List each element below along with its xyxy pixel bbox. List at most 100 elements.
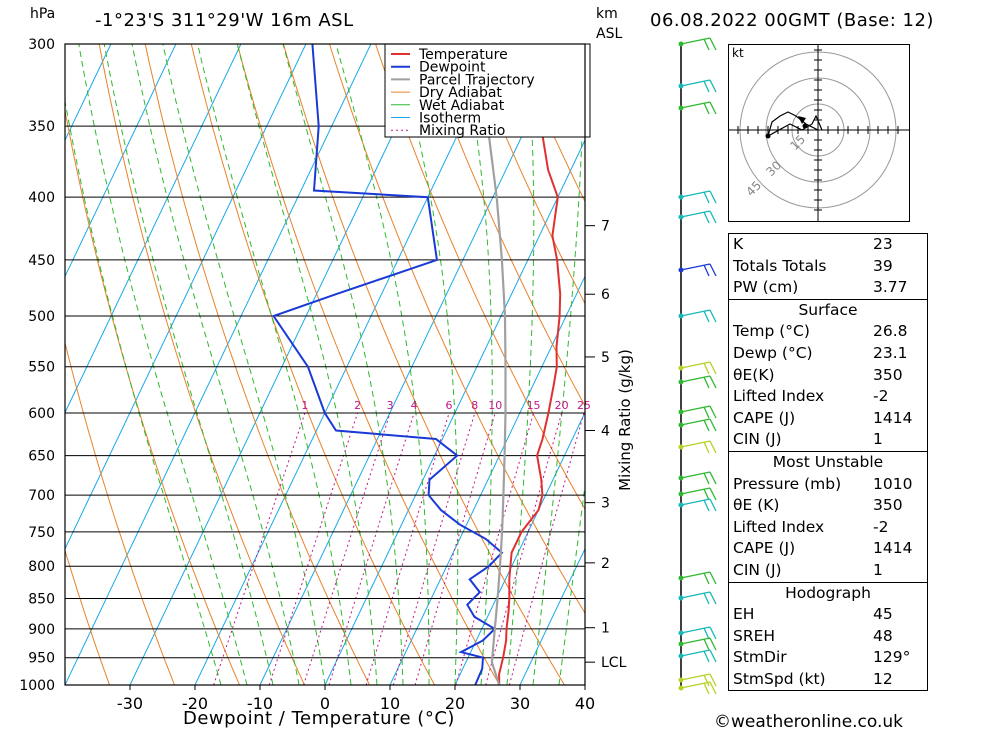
index-value: 129° [873,648,911,667]
pressure-tick-label: 550 [28,360,55,376]
mixing-ratio-label: 15 [527,399,541,412]
index-label: EH [733,605,755,624]
wind-barb [680,405,717,419]
legend-entry: Parcel Trajectory [419,72,535,88]
height-tick-label: 3 [601,496,610,512]
mixing-ratio-label: 3 [387,399,394,412]
hodograph-storm-motion-arrow [798,116,806,124]
wind-barb [680,79,717,93]
x-tick-label: -20 [182,694,208,713]
mixing-ratio-axis-label: Mixing Ratio (g/kg) [616,349,634,491]
index-row-pw: PW (cm) 3.77 [729,277,927,299]
mixing-ratio-label: 20 [555,399,569,412]
index-row-mu-pressure: Pressure (mb) 1010 [729,474,927,496]
pressure-tick-label: 350 [28,119,55,135]
index-row-mu-cin: CIN (J) 1 [729,560,927,582]
wet-adiabat-line [197,44,352,685]
index-label: Lifted Index [733,517,825,536]
wet-adiabat-line [395,44,459,685]
x-tick-label: 30 [510,694,530,713]
isotherm-line [65,44,242,414]
index-row-surface-cin: CIN (J) 1 [729,429,927,451]
x-tick-label: -30 [117,694,143,713]
legend-box [384,43,591,138]
pressure-tick-label: 400 [28,190,55,206]
legend-entry: Wet Adiabat [419,98,505,114]
index-value: 39 [873,256,893,275]
index-value: -2 [873,517,889,536]
hodograph-storm-point [765,133,771,139]
index-row-stmspd: StmSpd (kt) 12 [729,669,927,691]
pressure-tick-label: 950 [28,651,55,667]
section-hodograph-title: Hodograph [729,581,927,605]
isotherm-line [65,44,372,685]
dry-adiabat-line [421,44,585,407]
x-tick-label: 0 [320,694,330,713]
index-value: 1 [873,560,883,579]
height-tick-label: 4 [601,423,610,439]
height-tick-label: 7 [601,219,610,235]
index-label: θE (K) [733,496,780,515]
isotherm-line [129,44,437,685]
hodograph-storm-point-2 [802,123,808,129]
mixing-ratio-label: 10 [488,399,502,412]
x-tick-label: 40 [575,694,595,713]
index-row-surface-temp: Temp (°C) 26.8 [729,321,927,343]
chart-title: -1°23'S 311°29'W 16m ASL [95,10,354,31]
wind-barb [680,440,717,454]
index-value: 1010 [873,474,913,493]
isotherm-line [324,139,585,685]
height-tick-label: 1 [601,621,610,637]
credit-link[interactable]: ©weatheronline.co.uk [714,712,904,732]
mixing-ratio-line [365,412,450,685]
dry-adiabat-line [65,548,110,685]
index-row-k: K 23 [729,234,927,256]
pressure-tick-label: 800 [28,559,55,575]
legend-entry: Temperature [418,47,508,63]
legend-entry: Dewpoint [419,60,486,76]
dry-adiabat-line [65,108,240,685]
index-label: K [733,235,744,253]
index-label: Temp (°C) [733,322,810,341]
wind-barb [680,498,717,512]
index-value: 1 [873,430,883,449]
pressure-tick-label: 450 [28,253,55,269]
mixing-ratio-line [414,412,496,685]
wet-adiabat-line [131,44,300,685]
pressure-tick-label: 300 [28,37,55,53]
wet-adiabat-line [103,44,274,685]
mixing-ratio-label: 1 [301,399,308,412]
height-tick-label: 2 [601,556,610,572]
index-row-surface-dewp: Dewp (°C) 23.1 [729,343,927,365]
wet-adiabat-line [335,44,430,685]
isotherm-line [65,44,177,278]
pressure-tick-label: 750 [28,525,55,541]
index-value: 1414 [873,408,913,427]
index-row-mu-li: Lifted Index -2 [729,517,927,539]
index-value: 23.1 [873,343,908,362]
hodograph-trace [767,111,823,138]
pressure-tick-label: 850 [28,591,55,607]
legend-entry: Mixing Ratio [419,123,505,139]
index-label: SREH [733,626,776,645]
index-row-mu-theta: θE (K) 350 [729,495,927,517]
temperature-profile [498,44,562,685]
forecast-datetime: 06.08.2022 00GMT (Base: 12) [650,10,934,31]
mixing-ratio-line [268,412,359,685]
height-tick-label: 5 [601,350,610,366]
index-value: 23 [873,235,893,253]
index-value: 12 [873,669,893,688]
pressure-tick-label: 650 [28,449,55,465]
section-most-unstable-title: Most Unstable [729,450,927,474]
index-row-sreh: SREH 48 [729,626,927,648]
index-label: Lifted Index [733,387,825,406]
dry-adiabat-line [928,44,1000,685]
index-row-mu-cape: CAPE (J) 1414 [729,538,927,560]
dewpoint-profile [272,44,504,685]
isotherm-line [389,275,585,685]
wind-barb [680,361,717,375]
index-label: StmSpd (kt) [733,669,826,688]
wind-barb [680,571,717,585]
wind-barb [680,418,717,432]
